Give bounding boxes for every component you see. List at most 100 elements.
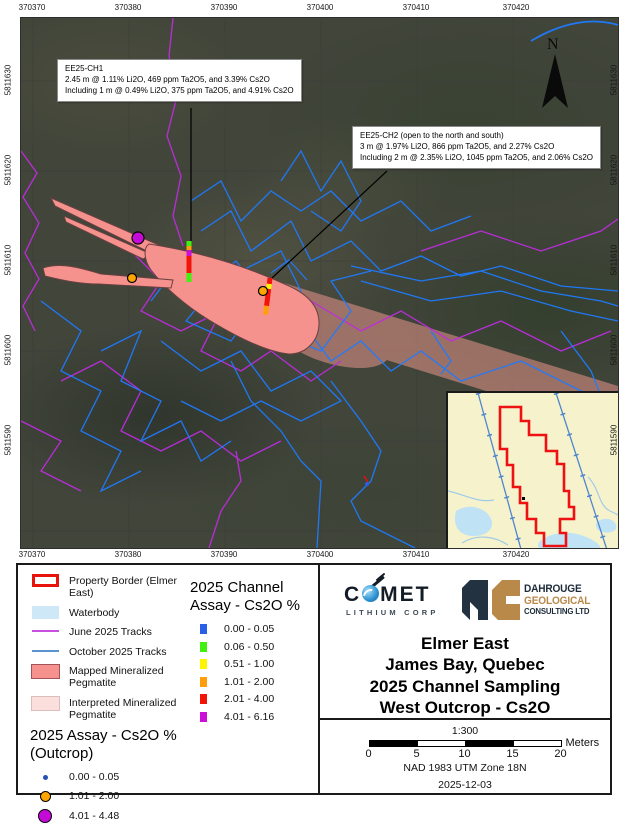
date-label: 2025-12-03 [438,779,492,791]
class-label: 0.51 - 1.00 [224,658,275,670]
y-coord-label: 5811630 [609,64,619,96]
x-coord-label: 370400 [306,3,334,12]
scale-tick: 5 [413,748,420,760]
scale-section: 1:300 Meters 0 5 10 15 20 NAD 1983 UTM Z… [320,718,610,793]
comet-letters-met: MET [380,582,431,606]
x-coord-label: 370410 [402,3,430,12]
north-arrow: N [542,36,568,108]
channel-swatch-yellow [190,659,216,669]
inset-map-svg [447,392,618,548]
scale-unit: Meters [565,737,600,749]
outcrop-assay-dots [126,231,269,297]
callout-leader-lines [190,108,388,279]
interpreted-pegmatite-swatch [30,695,60,711]
scale-ratio: 1:300 [451,725,479,737]
y-coord-label: 5811590 [609,424,619,456]
legend-label: Mapped Mineralized Pegmatite [69,664,164,690]
north-arrow-label: N [547,36,559,53]
x-coord-label: 370400 [306,550,334,559]
outcrop-class-row: 4.01 - 4.48 [30,809,188,823]
legend-item-interpreted-pegmatite: Interpreted Mineralized Pegmatite [30,695,188,722]
scale-ticks: 0 5 10 15 20 [365,748,566,761]
channel-class-row: 0.00 - 0.05 [190,623,314,635]
y-coord-label: 5811610 [609,244,619,276]
map-canvas: N [20,17,619,549]
legend-label: June 2025 Tracks [69,626,152,639]
scale-tick: 15 [506,748,519,760]
outcrop-class-row: 1.01 - 2.00 [30,790,188,802]
callout-ee25-ch1: EE25-CH1 2.45 m @ 1.11% Li2O, 469 ppm Ta… [57,59,302,102]
comet-subtitle: LITHIUM CORP [346,607,439,617]
logos-row: C MET LITHIUM CORP DAHROUGE GEOLOGICAL CO [328,571,602,627]
channel-swatch-magenta [190,711,216,722]
comet-globe-icon [362,585,380,602]
north-arrow-icon [542,54,568,108]
class-label: 4.01 - 6.16 [224,710,275,723]
outcrop-dot-blue [30,774,60,780]
class-label: 0.00 - 0.05 [224,623,275,635]
datum-label: NAD 1983 UTM Zone 18N [403,762,527,774]
dahrouge-line2: GEOLOGICAL [524,594,591,607]
title-line-4: West Outcrop - Cs2O [379,697,551,717]
callout-ch1-title: EE25-CH1 [65,64,104,73]
x-coord-label: 370380 [114,550,142,559]
inset-overview-map [446,391,618,548]
dahrouge-logo: DAHROUGE GEOLOGICAL CONSULTING LTD [462,580,596,620]
x-coord-label: 370370 [18,550,46,559]
legend-item-june-tracks: June 2025 Tracks [30,625,188,638]
legend-label: Waterbody [69,606,120,619]
inset-property-border [498,405,576,548]
waterbody-swatch [30,605,60,619]
outcrop-dot-magenta [30,809,60,823]
class-label: 4.01 - 4.48 [69,810,120,823]
class-label: 0.06 - 0.50 [224,640,275,653]
legend-column-1: Property Border (Elmer East) Waterbody J… [30,574,188,823]
legend-item-waterbody: Waterbody [30,605,188,619]
y-coord-label: 5811600 [3,334,13,366]
callout-ch1-line2: 2.45 m @ 1.11% Li2O, 469 ppm Ta2O5, and … [65,75,270,85]
x-coord-label: 370380 [114,3,142,12]
channel-swatch-blue [190,624,216,634]
channel-class-row: 0.51 - 1.00 [190,658,314,670]
title-block-top: C MET LITHIUM CORP DAHROUGE GEOLOGICAL CO [320,565,610,718]
class-label: 1.01 - 2.00 [224,675,275,688]
bottom-panel: Property Border (Elmer East) Waterbody J… [16,563,612,823]
class-label: 0.00 - 0.05 [69,771,120,784]
x-coord-label: 370390 [210,550,238,559]
scale-bar-wrap: Meters 0 5 10 15 20 [365,737,599,761]
dahrouge-line3: CONSULTING LTD [524,605,590,616]
small-assay-marker [363,475,369,486]
channel-swatch-green [190,641,216,652]
channel-swatch-orange [190,676,216,687]
x-coord-label: 370410 [402,550,430,559]
legend-label: October 2025 Tracks [69,645,167,658]
legend-box: Property Border (Elmer East) Waterbody J… [16,563,320,823]
channel-assay-heading: 2025 Channel Assay - Cs2O % [190,579,301,614]
comet-lithium-logo: C MET LITHIUM CORP [344,572,439,617]
inset-track-lines [475,392,610,548]
legend-item-property-border: Property Border (Elmer East) [30,574,188,600]
legend-column-2: 2025 Channel Assay - Cs2O % 0.00 - 0.05 … [188,574,314,789]
y-coord-label: 5811610 [3,244,13,276]
y-coord-label: 5811600 [609,334,619,366]
scale-tick: 20 [554,748,567,760]
outcrop-assay-heading: 2025 Assay - Cs2O % (Outcrop) [30,727,177,763]
y-coord-label: 5811620 [3,154,13,186]
october-tracks-swatch [30,645,60,652]
class-label: 1.01 - 2.00 [69,790,120,803]
x-coord-label: 370420 [502,3,530,12]
outcrop-class-row: 0.00 - 0.05 [30,771,188,783]
x-coord-label: 370420 [502,550,530,559]
callout-ch1-line3: Including 1 m @ 0.49% Li2O, 375 ppm Ta2O… [65,86,294,96]
callout-ch2-line3: Including 2 m @ 2.35% Li2O, 1045 ppm Ta2… [360,153,593,163]
class-label: 2.01 - 4.00 [224,693,275,705]
y-coord-label: 5811590 [3,424,13,456]
callout-ee25-ch2: EE25-CH2 (open to the north and south) 3… [352,126,601,169]
inset-waterbodies [454,506,617,548]
dahrouge-line1: DAHROUGE [524,583,582,596]
outcrop-dot-orange [30,790,60,802]
x-coord-label: 370370 [18,3,46,12]
y-coord-label: 5811620 [609,154,619,186]
title-line-2: James Bay, Quebec [385,655,545,675]
